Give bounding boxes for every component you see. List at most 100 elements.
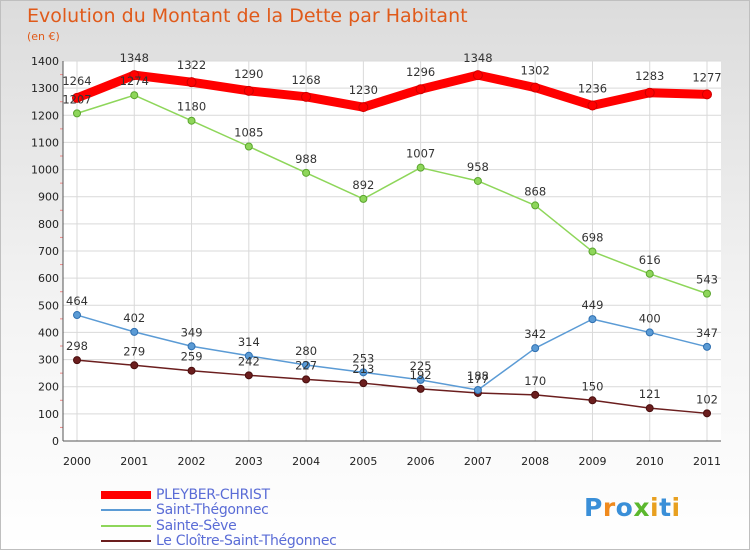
data-point [187, 342, 196, 351]
y-tick-label: 500 [38, 299, 59, 312]
legend-label: Saint-Thégonnec [156, 502, 269, 519]
data-point [531, 390, 540, 399]
proxiti-logo: Proxiti [584, 493, 681, 522]
x-tick-label: 2001 [120, 455, 148, 468]
x-tick-label: 2005 [349, 455, 377, 468]
data-label: 192 [410, 368, 432, 382]
data-point [644, 87, 655, 98]
data-point [645, 328, 654, 337]
y-tick-label: 0 [52, 435, 59, 448]
data-point [302, 361, 311, 369]
data-point [129, 70, 140, 81]
x-tick-label: 2002 [178, 455, 206, 468]
data-point [588, 396, 597, 405]
data-label: 449 [581, 298, 603, 312]
data-label: 253 [352, 351, 374, 365]
y-tick-label: 800 [38, 218, 59, 231]
data-label: 259 [181, 350, 203, 364]
data-label: 1348 [120, 51, 149, 65]
data-point [301, 91, 312, 102]
data-point [73, 109, 81, 118]
y-tick-label: 700 [38, 245, 59, 258]
legend-swatch [101, 490, 151, 499]
data-point [645, 269, 654, 278]
data-label: 892 [352, 178, 374, 192]
data-point [645, 404, 654, 413]
data-label: 347 [696, 326, 718, 340]
data-point [244, 351, 253, 360]
data-point [302, 168, 311, 177]
legend-item: Sainte-Sève [101, 518, 337, 534]
chart-legend: PLEYBER-CHRIST Saint-Thégonnec Sainte-Sève… [101, 487, 337, 549]
data-point [359, 379, 368, 388]
y-tick-label: 1200 [31, 109, 59, 122]
data-point [703, 409, 711, 418]
data-label: 1283 [635, 69, 664, 83]
x-tick-label: 2008 [521, 455, 549, 468]
data-label: 958 [467, 160, 489, 174]
y-tick-label: 200 [38, 381, 59, 394]
data-label: 1180 [177, 100, 206, 114]
data-point [473, 385, 482, 394]
x-tick-label: 2004 [292, 455, 320, 468]
y-tick-label: 1100 [31, 136, 59, 149]
y-tick-label: 1400 [31, 55, 59, 68]
data-label: 102 [696, 392, 718, 406]
data-point [73, 356, 81, 365]
data-point [244, 142, 253, 151]
data-label: 279 [123, 344, 145, 358]
data-label: 1274 [120, 74, 149, 88]
data-label: 988 [295, 152, 317, 166]
y-tick-label: 100 [38, 408, 59, 421]
data-point [416, 375, 425, 384]
data-label: 464 [66, 294, 88, 308]
data-label: 402 [123, 311, 145, 325]
chart-title: Evolution du Montant de la Dette par Hab… [27, 5, 468, 27]
data-point [416, 384, 425, 393]
logo-letter: P [584, 493, 603, 522]
data-point [73, 311, 81, 320]
data-point [186, 77, 197, 88]
data-point [530, 82, 541, 93]
x-tick-label: 2010 [636, 455, 664, 468]
legend-item: Saint-Thégonnec [101, 502, 337, 519]
y-tick-label: 400 [38, 326, 59, 339]
data-point [359, 368, 368, 377]
logo-letter: o [615, 493, 634, 522]
data-label: 543 [696, 273, 718, 287]
data-label: 1236 [578, 82, 607, 96]
data-label: 1322 [177, 58, 206, 72]
data-label: 121 [639, 387, 661, 401]
legend-swatch [101, 524, 151, 527]
logo-letter: i [671, 493, 681, 522]
data-point [531, 201, 540, 210]
legend-item: PLEYBER-CHRIST [101, 487, 337, 503]
data-label: 177 [467, 372, 489, 386]
data-point [130, 361, 139, 370]
data-point [588, 247, 597, 256]
data-point [703, 342, 711, 351]
legend-swatch [101, 509, 151, 512]
data-point [473, 176, 482, 185]
data-point [130, 327, 139, 336]
data-point [72, 92, 82, 103]
x-tick-label: 2007 [464, 455, 492, 468]
data-label: 298 [66, 339, 88, 353]
data-point [416, 163, 425, 172]
logo-letter: i [650, 493, 660, 522]
legend-item: Le Cloître-Saint-Thégonnec [101, 533, 337, 549]
data-point [358, 102, 369, 113]
y-tick-label: 1300 [31, 82, 59, 95]
logo-letter: x [633, 493, 650, 522]
data-label: 227 [295, 358, 317, 372]
data-label: 1302 [521, 64, 550, 78]
x-tick-label: 2011 [693, 455, 721, 468]
x-tick-label: 2009 [578, 455, 606, 468]
data-label: 1277 [692, 70, 721, 84]
data-point [587, 100, 598, 111]
logo-letter: t [659, 493, 672, 522]
data-label: 342 [524, 327, 546, 341]
data-label: 188 [467, 369, 489, 383]
